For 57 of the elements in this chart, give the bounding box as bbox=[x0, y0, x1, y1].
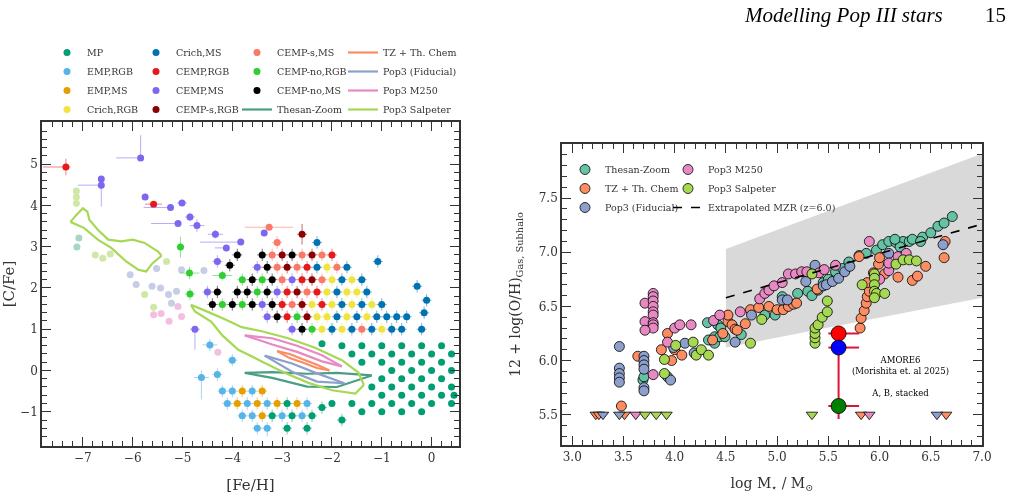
legend-label: CEMP,MS bbox=[176, 85, 224, 97]
y-tick-label: 1 bbox=[30, 322, 38, 337]
legend-label: TZ + Th. Chem bbox=[605, 183, 679, 195]
y-tick-label: 5.5 bbox=[538, 407, 558, 422]
x-tick-label: 5.5 bbox=[818, 450, 838, 465]
legend-label: MP bbox=[87, 47, 104, 59]
legend-label: Extrapolated MZR (z=6.0) bbox=[708, 202, 836, 214]
legend-label: Pop3 Salpeter bbox=[708, 183, 777, 195]
y-axis-title: [C/Fe] bbox=[0, 260, 18, 308]
y-tick-label: 5 bbox=[30, 157, 38, 172]
legend-label: Crich,MS bbox=[176, 47, 222, 59]
y-tick-label: 4 bbox=[30, 198, 39, 213]
legend-label: CEMP,RGB bbox=[176, 66, 230, 78]
x-tick-label: 6.0 bbox=[870, 450, 890, 465]
x-axis-title: log M$_{⋆}$ / M$_{⊙}$ bbox=[730, 475, 814, 493]
x-tick-label: 5.0 bbox=[767, 450, 787, 465]
legend-label: CEMP-no,RGB bbox=[277, 66, 347, 78]
y-tick-label: 0 bbox=[30, 363, 38, 378]
x-tick-label: 3.5 bbox=[613, 450, 634, 465]
x-tick-label: −4 bbox=[223, 451, 242, 466]
x-tick-label: 0 bbox=[427, 451, 436, 466]
y-tick-label: 7.0 bbox=[538, 245, 558, 260]
x-tick-label: 4.0 bbox=[665, 450, 685, 465]
legend-label: Pop3 M250 bbox=[383, 85, 438, 97]
y-tick-label: 2 bbox=[30, 281, 38, 296]
text: 15 bbox=[985, 3, 1006, 27]
x-tick-label: −3 bbox=[273, 451, 291, 466]
x-tick-label: 7.0 bbox=[972, 450, 992, 465]
y-tick-label: −1 bbox=[20, 404, 38, 419]
legend-label: TZ + Th. Chem bbox=[383, 47, 457, 59]
x-tick-label: −7 bbox=[74, 451, 92, 466]
legend-label: Thesan-Zoom bbox=[277, 104, 342, 116]
legend-label: CEMP-s,RGB bbox=[176, 104, 239, 116]
y-tick-label: 6.0 bbox=[538, 353, 558, 368]
legend-label: Pop3 M250 bbox=[708, 164, 763, 176]
legend-label: EMP,MS bbox=[87, 85, 128, 97]
x-tick-label: −1 bbox=[372, 451, 391, 466]
x-tick-label: −6 bbox=[123, 451, 142, 466]
x-tick-label: 4.5 bbox=[716, 450, 736, 465]
y-tick-label: 7.5 bbox=[538, 191, 558, 206]
x-tick-label: −5 bbox=[173, 451, 192, 466]
legend-label: Pop3 (Fiducial) bbox=[605, 202, 679, 214]
legend-label: Pop3 (Fiducial) bbox=[383, 66, 457, 78]
x-tick-label: 6.5 bbox=[921, 450, 941, 465]
x-axis-title: [Fe/H] bbox=[226, 475, 275, 494]
y-tick-label: 6.5 bbox=[538, 299, 558, 314]
legend-label: CEMP-s,MS bbox=[277, 47, 335, 59]
text: AMORE6 (Morishita et. al 2025) A, B, stacked bbox=[852, 355, 949, 399]
legend-label: Crich,RGB bbox=[87, 104, 139, 116]
legend-label: Pop3 Salpeter bbox=[383, 104, 452, 116]
legend-label: EMP,RGB bbox=[87, 66, 133, 78]
legend-label: CEMP-no,MS bbox=[277, 85, 342, 97]
text: Modelling Pop III stars bbox=[744, 3, 943, 27]
x-tick-label: 3.0 bbox=[562, 450, 582, 465]
y-tick-label: 3 bbox=[30, 239, 38, 254]
legend-label: Thesan-Zoom bbox=[605, 164, 670, 176]
x-tick-label: −2 bbox=[323, 451, 341, 466]
